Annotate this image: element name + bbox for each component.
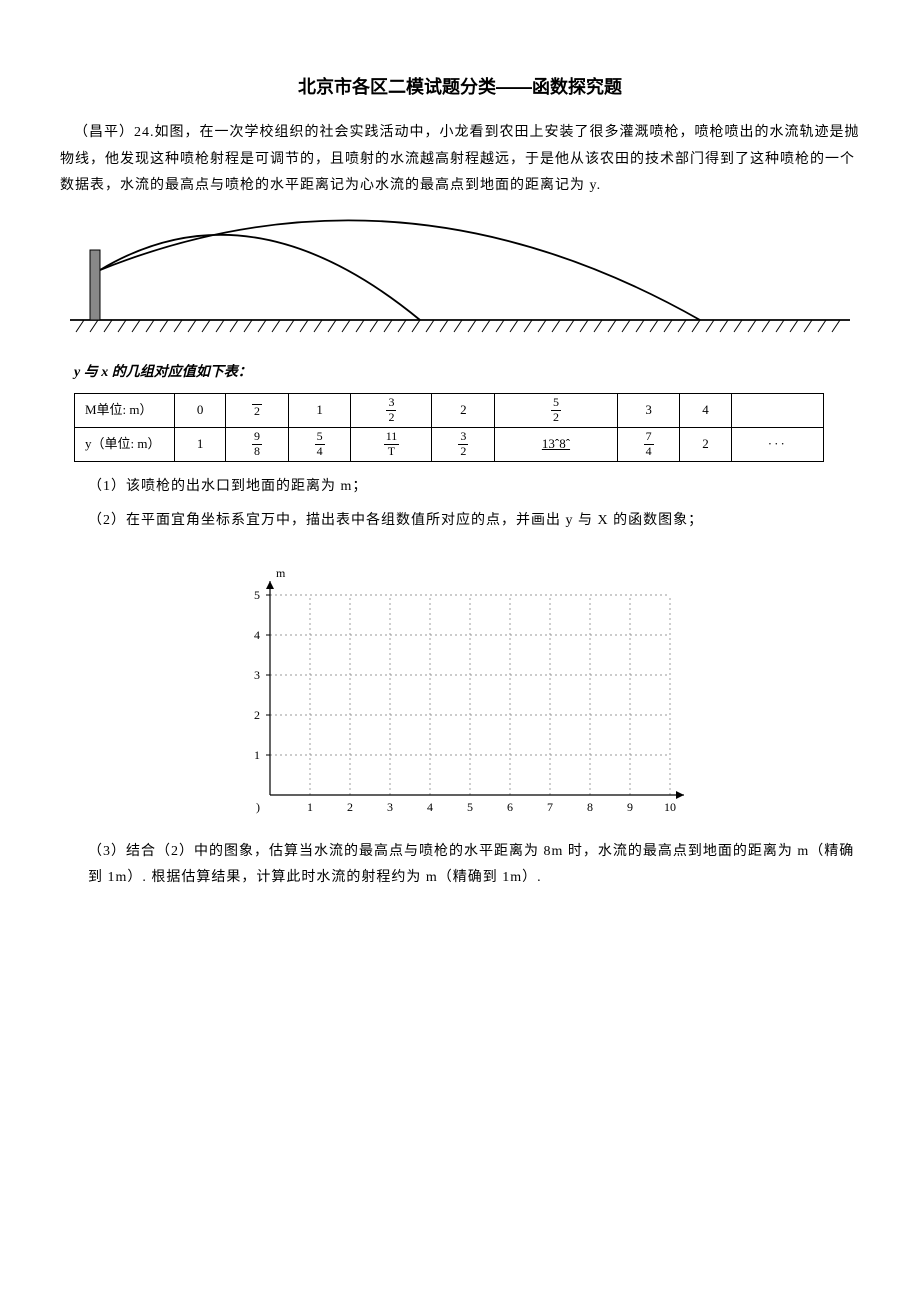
table-row: y（单位: m） 1985411T 3213ˆ8ˆ742··· — [75, 427, 824, 461]
svg-text:5: 5 — [467, 800, 473, 814]
svg-text:4: 4 — [254, 628, 260, 642]
svg-text:8: 8 — [587, 800, 593, 814]
svg-text:9: 9 — [627, 800, 633, 814]
svg-text:): ) — [256, 800, 260, 814]
svg-text:10: 10 — [664, 800, 676, 814]
row-x-header: M单位: m） — [75, 393, 175, 427]
svg-text:2: 2 — [254, 708, 260, 722]
svg-text:6: 6 — [507, 800, 513, 814]
page-title: 北京市各区二模试题分类——函数探究题 — [60, 70, 860, 104]
svg-text:1: 1 — [307, 800, 313, 814]
svg-text:7: 7 — [547, 800, 553, 814]
svg-text:3: 3 — [387, 800, 393, 814]
svg-text:m: m — [276, 566, 286, 580]
svg-text:2: 2 — [347, 800, 353, 814]
data-table: M单位: m） 02132 25234 y（单位: m） 1985411T 32… — [74, 393, 824, 462]
svg-text:1: 1 — [254, 748, 260, 762]
question-3: （3）结合（2）中的图象，估算当水流的最高点与喷枪的水平距离为 8m 时，水流的… — [88, 839, 860, 892]
table-row: M单位: m） 02132 25234 — [75, 393, 824, 427]
question-2: （2）在平面宜角坐标系宜万中，描出表中各组数值所对应的点，并画出 y 与 X 的… — [88, 508, 860, 535]
row-y-header: y（单位: m） — [75, 427, 175, 461]
svg-text:3: 3 — [254, 668, 260, 682]
table-label: y 与 x 的几组对应值如下表： — [74, 360, 860, 387]
question-1: （1）该喷枪的出水口到地面的距离为 m； — [88, 474, 860, 501]
coordinate-grid: 1 2 3 4 5 6 7 8 9 10 1 2 3 4 5) m — [220, 545, 700, 825]
svg-text:5: 5 — [254, 588, 260, 602]
intro-text: （昌平）24.如图，在一次学校组织的社会实践活动中，小龙看到农田上安装了很多灌溉… — [60, 120, 860, 200]
parabola-diagram — [70, 210, 850, 340]
svg-text:4: 4 — [427, 800, 433, 814]
